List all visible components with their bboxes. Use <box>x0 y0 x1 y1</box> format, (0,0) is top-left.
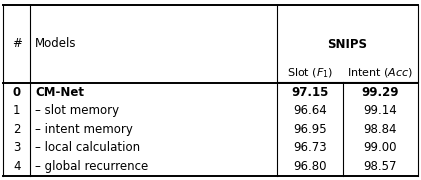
Text: Models: Models <box>35 37 76 50</box>
Text: 98.57: 98.57 <box>363 160 397 173</box>
Text: 96.64: 96.64 <box>293 104 327 117</box>
Text: 4: 4 <box>13 160 21 173</box>
Text: 1: 1 <box>13 104 21 117</box>
Text: Intent ($Acc$): Intent ($Acc$) <box>347 66 413 79</box>
Text: 96.80: 96.80 <box>293 160 327 173</box>
Text: #: # <box>12 37 22 50</box>
Text: 97.15: 97.15 <box>291 86 328 99</box>
Text: 96.95: 96.95 <box>293 123 327 136</box>
Text: 99.29: 99.29 <box>361 86 399 99</box>
Text: 96.73: 96.73 <box>293 141 327 154</box>
Text: CM-Net: CM-Net <box>35 86 84 99</box>
Text: 99.00: 99.00 <box>363 141 397 154</box>
Text: 0: 0 <box>13 86 21 99</box>
Text: – slot memory: – slot memory <box>35 104 120 117</box>
Text: 98.84: 98.84 <box>363 123 397 136</box>
Text: 99.14: 99.14 <box>363 104 397 117</box>
Text: – local calculation: – local calculation <box>35 141 141 154</box>
Text: Slot ($F_1$): Slot ($F_1$) <box>287 66 333 80</box>
Text: 3: 3 <box>13 141 21 154</box>
Text: – intent memory: – intent memory <box>35 123 133 136</box>
Text: SNIPS: SNIPS <box>327 38 368 51</box>
Text: 2: 2 <box>13 123 21 136</box>
Text: – global recurrence: – global recurrence <box>35 160 149 173</box>
